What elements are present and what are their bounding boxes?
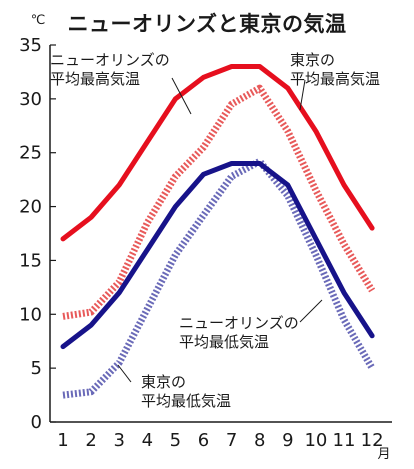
series-label-no_max: 平均最高気温 (50, 70, 140, 88)
x-axis-unit: 月 (377, 447, 390, 462)
x-tick-label: 6 (198, 430, 209, 451)
x-tick-label: 10 (304, 430, 327, 451)
x-tick-label: 3 (113, 430, 124, 451)
x-tick-label: 1 (57, 430, 68, 451)
series-line-tk_min (62, 157, 376, 399)
series-label-tk_min: 東京の (141, 373, 186, 391)
y-tick-label: 15 (19, 250, 42, 271)
y-axis-unit: ℃ (31, 13, 46, 28)
x-tick-label: 8 (254, 430, 265, 451)
chart-title: ニューオリンズと東京の気温 (67, 12, 347, 36)
series-line-no_min (60, 161, 375, 350)
leader-line-no_min (299, 299, 323, 323)
x-tick-label: 7 (226, 430, 237, 451)
y-tick-label: 25 (19, 143, 42, 164)
x-tick-label: 5 (170, 430, 181, 451)
leader-line-tk_max (299, 79, 306, 111)
series-label-no_min: ニューオリンズの (179, 314, 299, 332)
y-tick-label: 35 (19, 35, 42, 56)
x-tick-label: 12 (361, 430, 384, 451)
series-label-tk_max: 平均最高気温 (290, 70, 380, 88)
y-tick-label: 10 (19, 304, 42, 325)
leader-line-tk_min (117, 364, 132, 383)
series-label-tk_min: 平均最低気温 (141, 392, 231, 410)
y-tick-label: 5 (31, 358, 42, 379)
leader-line-no_max (171, 77, 192, 115)
series-label-no_max: ニューオリンズの (50, 51, 170, 69)
x-tick-label: 9 (282, 430, 293, 451)
series-label-no_min: 平均最低気温 (179, 333, 269, 351)
y-tick-label: 20 (19, 197, 42, 218)
series-line-tk_max (62, 84, 376, 320)
series-line-no_max (60, 64, 375, 242)
x-tick-label: 4 (142, 430, 153, 451)
y-tick-label: 30 (19, 89, 42, 110)
y-tick-label: 0 (31, 412, 42, 433)
x-tick-label: 11 (333, 430, 356, 451)
series-label-tk_max: 東京の (290, 51, 335, 69)
x-tick-label: 2 (85, 430, 96, 451)
